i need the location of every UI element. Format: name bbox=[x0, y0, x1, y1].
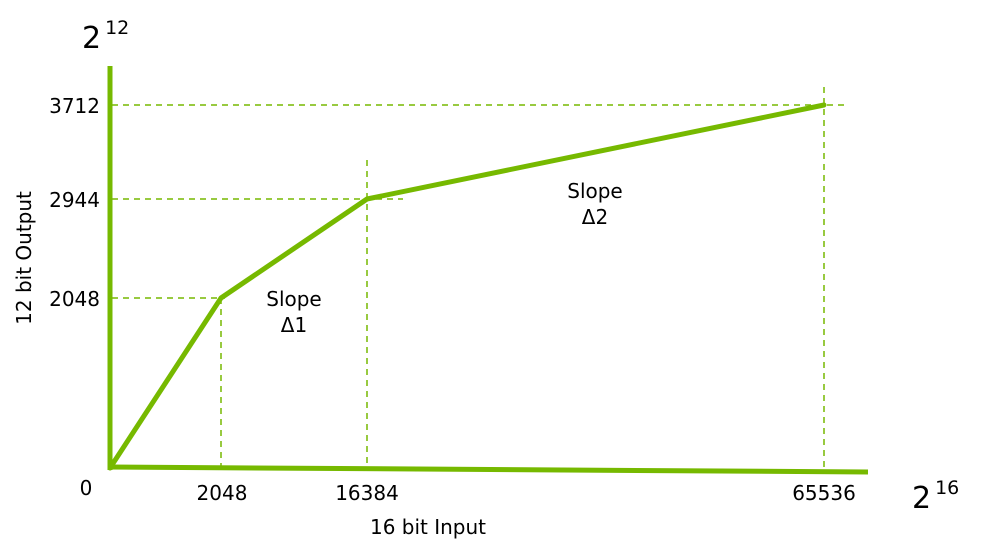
y-max-label: 2 12 bbox=[82, 17, 129, 56]
x-tick-label-65536: 65536 bbox=[792, 481, 856, 505]
y-max-exponent: 12 bbox=[105, 17, 129, 39]
slope-1-label: Slope bbox=[266, 287, 322, 311]
slope-2-delta: Δ2 bbox=[582, 205, 608, 229]
x-max-exponent: 16 bbox=[935, 477, 959, 499]
x-max-base: 2 bbox=[912, 481, 931, 516]
y-tick-label-2944: 2944 bbox=[49, 188, 100, 212]
x-axis-title: 16 bit Input bbox=[370, 515, 486, 539]
origin-label: 0 bbox=[80, 476, 93, 500]
y-axis-title: 12 bit Output bbox=[12, 191, 36, 325]
x-tick-label-16384: 16384 bbox=[335, 481, 399, 505]
y-max-base: 2 bbox=[82, 21, 101, 56]
slope-2-label: Slope bbox=[567, 179, 623, 203]
x-axis bbox=[107, 464, 869, 475]
slope-1-delta: Δ1 bbox=[281, 313, 307, 337]
series-line bbox=[107, 102, 827, 471]
y-tick-label-2048: 2048 bbox=[49, 287, 100, 311]
x-max-label: 2 16 bbox=[912, 477, 959, 516]
y-tick-label-3712: 3712 bbox=[49, 94, 100, 118]
x-tick-label-2048: 2048 bbox=[197, 481, 248, 505]
